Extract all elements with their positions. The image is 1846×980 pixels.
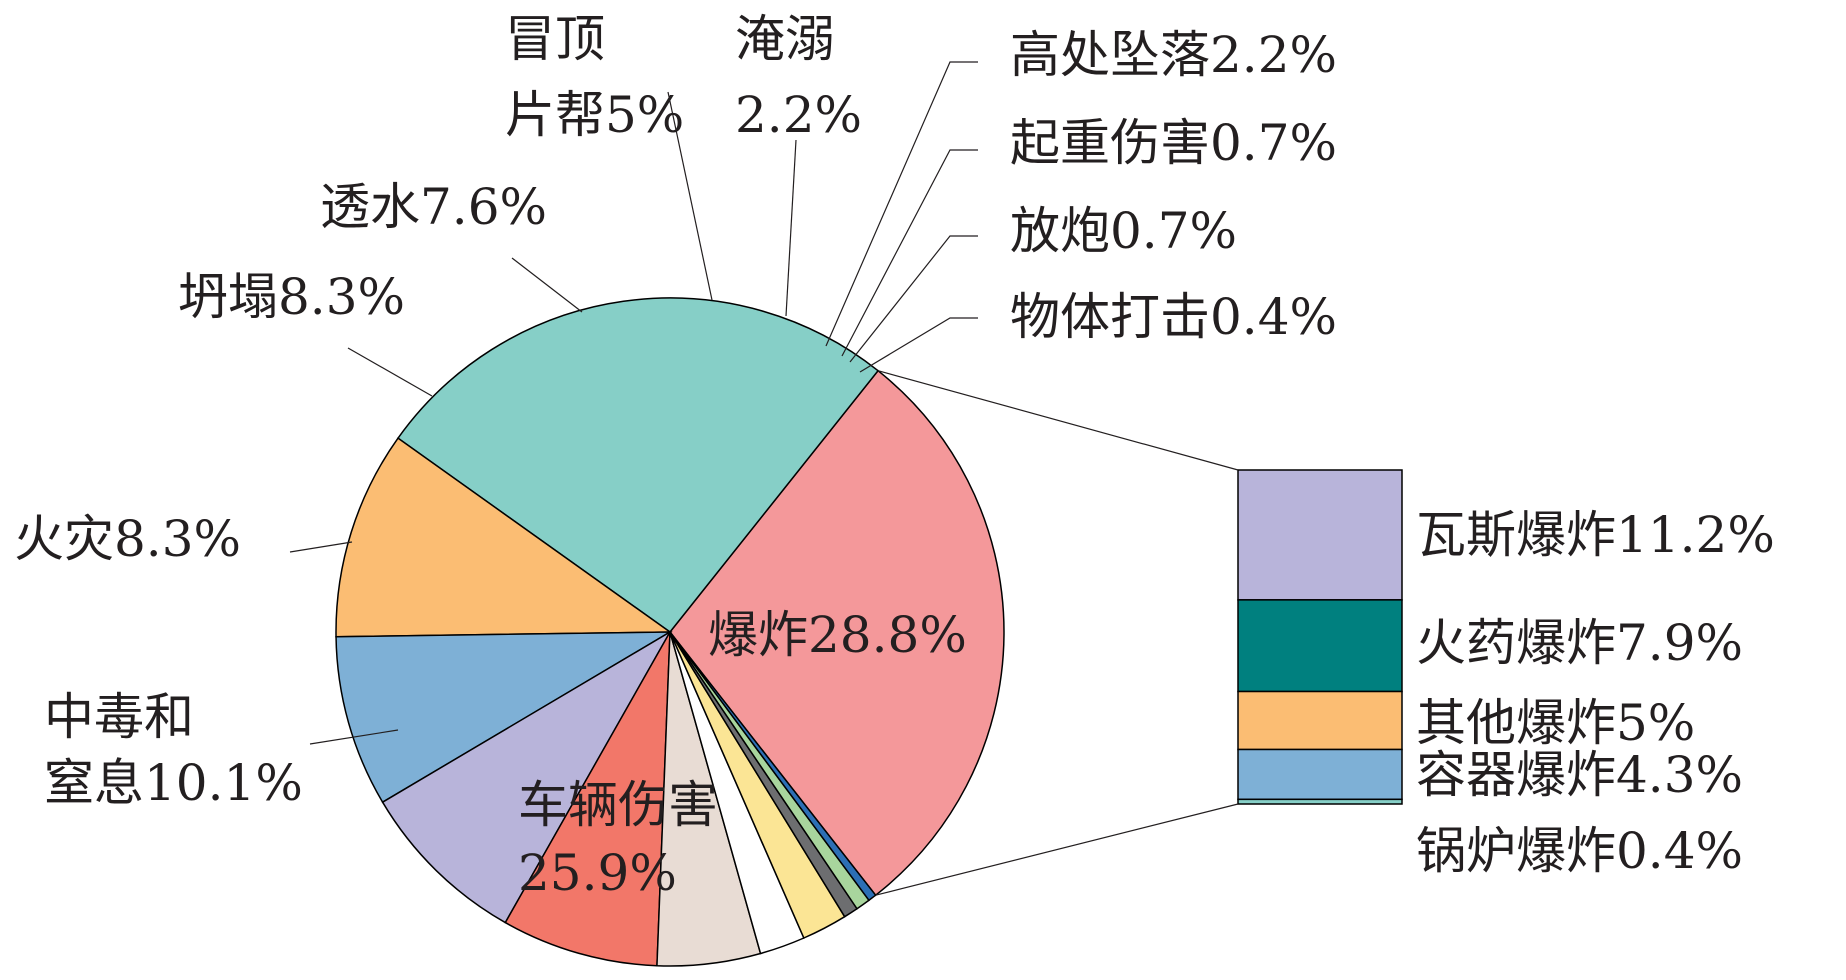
bar-segment-1 [1237, 599, 1403, 693]
leader-line-3 [289, 541, 353, 553]
pie-slice-11 [669, 631, 877, 902]
bar-segment-label-0: 瓦斯爆炸11.2% [1416, 506, 1775, 564]
leader-line-10 [849, 235, 978, 363]
leader-line-8 [825, 61, 978, 347]
leader-line-2 [309, 729, 399, 745]
pie-slices [335, 297, 1005, 967]
bar-segment-2 [1237, 690, 1403, 751]
bar-segment-0 [1237, 469, 1403, 601]
slice-label-1-line-0: 车辆伤害 [518, 776, 718, 834]
leader-line-4 [347, 347, 433, 397]
leader-line-6 [667, 91, 713, 301]
slice-label-9: 起重伤害0.7% [1010, 114, 1337, 172]
leader-line-5 [511, 257, 583, 313]
pie-slice-5 [504, 631, 671, 967]
slice-label-7-line-0: 淹溺 [735, 10, 835, 68]
leader-line-9 [841, 149, 978, 357]
slice-label-3: 火灾8.3% [14, 510, 241, 568]
leader-lines [289, 61, 978, 745]
leader-line-7 [785, 139, 797, 317]
bar-segment-4 [1237, 798, 1403, 805]
slice-label-6-line-0: 冒顶 [505, 10, 605, 68]
pie-slice-1 [396, 297, 880, 634]
slice-label-7-line-1: 2.2% [735, 86, 862, 144]
pie-to-bar-connectors [875, 370, 1239, 896]
leader-line-11 [859, 317, 978, 373]
slice-label-6-line-1: 片帮5% [505, 86, 684, 144]
bar-segment-label-1: 火药爆炸7.9% [1416, 614, 1743, 672]
slice-label-5: 透水7.6% [320, 178, 547, 236]
connector-bottom [875, 803, 1239, 896]
bar-of-pie-segments [1237, 469, 1403, 805]
slice-label-8: 高处坠落2.2% [1010, 26, 1337, 84]
bar-segment-3 [1237, 748, 1403, 801]
slice-label-10: 放炮0.7% [1010, 202, 1237, 260]
bar-segment-label-2: 其他爆炸5% [1416, 694, 1695, 752]
slice-label-4: 坍塌8.3% [178, 268, 405, 326]
slice-label-1-line-1: 25.9% [518, 844, 677, 902]
slice-label-2-line-0: 中毒和 [44, 688, 194, 746]
slice-label-0: 爆炸28.8% [708, 606, 967, 664]
pie-slice-3 [335, 631, 673, 804]
bar-segment-label-4: 锅炉爆炸0.4% [1416, 822, 1743, 880]
connector-top [877, 370, 1239, 471]
slice-label-2-line-1: 窒息10.1% [44, 754, 303, 812]
pie-slice-0 [669, 369, 1005, 897]
bar-segment-label-3: 容器爆炸4.3% [1416, 746, 1743, 804]
slice-label-11: 物体打击0.4% [1010, 288, 1337, 346]
pie-slice-4 [381, 629, 673, 924]
pie-slice-2 [335, 437, 673, 638]
